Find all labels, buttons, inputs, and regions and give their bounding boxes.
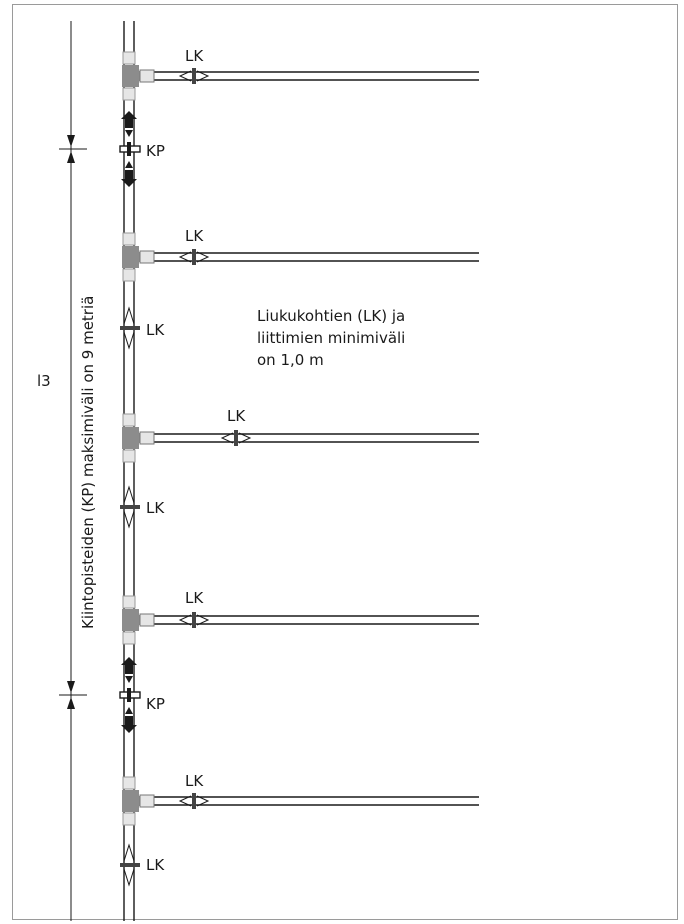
slide-arrow: [123, 306, 135, 325]
riser-pipe: [123, 21, 135, 921]
branch-3: [122, 413, 479, 463]
coupling: [122, 232, 136, 246]
sliding-clamp: [192, 612, 196, 628]
branch-5: [122, 776, 479, 826]
spacing-note-line-3: on 1,0 m: [257, 351, 324, 369]
slide-arrow: [238, 432, 252, 444]
coupling: [122, 87, 136, 101]
slide-arrow: [123, 331, 135, 350]
branch-coupling: [139, 431, 155, 445]
lk-label-riser-2: LK: [146, 499, 165, 517]
riser-slide-point-1: [120, 306, 140, 350]
coupling: [122, 449, 136, 463]
tee-fitting: [122, 609, 139, 631]
slide-arrow: [123, 510, 135, 529]
branch-2: [122, 232, 479, 282]
spacing-note-line-1: Liukukohtien (LK) ja: [257, 307, 405, 325]
tee-fitting: [122, 427, 139, 449]
dimension-label: Kiintopisteiden (KP) maksimiväli on 9 me…: [79, 296, 97, 629]
branch-coupling: [139, 250, 155, 264]
coupling: [122, 268, 136, 282]
fixed-point-1: [119, 111, 141, 187]
sliding-clamp: [120, 505, 140, 509]
lk-label-branch-4: LK: [185, 589, 204, 607]
drawing-frame: Kiintopisteiden (KP) maksimiväli on 9 me…: [12, 4, 678, 921]
lk-label-branch-2: LK: [185, 227, 204, 245]
kp-label-2: KP: [146, 695, 165, 713]
tee-fitting: [122, 790, 139, 812]
slide-arrow: [123, 868, 135, 887]
sliding-clamp: [120, 863, 140, 867]
branch-4: [122, 595, 479, 645]
slide-arrow: [178, 614, 192, 626]
sliding-clamp: [192, 68, 196, 84]
slide-arrow: [178, 795, 192, 807]
coupling: [122, 776, 136, 790]
lk-label-branch-5: LK: [185, 772, 204, 790]
fixed-arrow: [121, 179, 137, 187]
dimension-symbol: l3: [37, 372, 51, 390]
coupling: [122, 812, 136, 826]
spacing-note-line-2: liittimien minimiväli: [257, 329, 405, 347]
sliding-clamp: [192, 793, 196, 809]
fixed-point-2: [119, 657, 141, 733]
tee-fitting: [122, 65, 139, 87]
riser-slide-point-2: [120, 485, 140, 529]
slide-arrow: [196, 70, 210, 82]
branch-coupling: [139, 613, 155, 627]
kp-label-1: KP: [146, 142, 165, 160]
tee-fitting: [122, 246, 139, 268]
sliding-clamp: [234, 430, 238, 446]
slide-arrow: [196, 251, 210, 263]
lk-label-branch-1: LK: [185, 47, 204, 65]
coupling: [122, 631, 136, 645]
dimension-line: [59, 21, 87, 921]
lk-label-riser-1: LK: [146, 321, 165, 339]
coupling: [122, 51, 136, 65]
riser-slide-point-3: [120, 843, 140, 887]
branch-pipes: [122, 51, 479, 826]
lk-label-riser-3: LK: [146, 856, 165, 874]
fixed-arrow: [121, 657, 137, 665]
pipe-expansion-diagram: Kiintopisteiden (KP) maksimiväli on 9 me…: [37, 21, 479, 921]
slide-arrow: [123, 843, 135, 862]
fixed-arrow: [121, 111, 137, 119]
coupling: [122, 595, 136, 609]
branch-coupling: [139, 794, 155, 808]
slide-arrow: [220, 432, 234, 444]
fixed-arrow: [121, 725, 137, 733]
slide-arrow: [123, 485, 135, 504]
branch-coupling: [139, 69, 155, 83]
slide-arrow: [196, 795, 210, 807]
slide-arrow: [178, 251, 192, 263]
slide-arrow: [196, 614, 210, 626]
coupling: [122, 413, 136, 427]
lk-label-branch-3: LK: [227, 407, 246, 425]
slide-arrow: [178, 70, 192, 82]
sliding-clamp: [120, 326, 140, 330]
branch-1: [122, 51, 479, 101]
sliding-clamp: [192, 249, 196, 265]
